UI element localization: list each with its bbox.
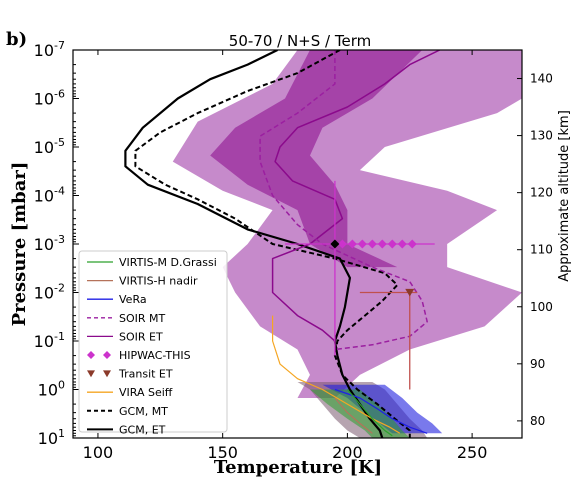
marker-hipwac-this-7 xyxy=(407,239,417,249)
x-tick-label-250: 250 xyxy=(457,443,488,462)
y-tick-label--5: 10-5 xyxy=(34,136,65,157)
series-lines xyxy=(124,50,441,438)
marker-hipwac-this-0 xyxy=(337,239,347,249)
y-tick-label-0: 100 xyxy=(38,379,65,400)
y2-tick-label-100: 100 xyxy=(530,300,553,314)
y2-tick-label-80: 80 xyxy=(530,414,545,428)
legend-marker-transit-et-b xyxy=(103,370,111,378)
y-tick-label--6: 10-6 xyxy=(34,88,65,109)
y-tick-label--1: 10-1 xyxy=(34,330,65,351)
legend-label-transit-et: Transit ET xyxy=(118,368,173,381)
y-axis-label: Pressure [mbar] xyxy=(9,162,30,327)
series-line-soir-et xyxy=(271,50,441,342)
series-line-virtis-m-d-grassi xyxy=(346,389,393,437)
x-tick-label-150: 150 xyxy=(207,443,238,462)
band-soir-mt-spread xyxy=(210,50,423,268)
chart-title: 50-70 / N+S / Term xyxy=(229,32,371,50)
y-tick-label--4: 10-4 xyxy=(34,185,65,206)
marker-hipwac-this-1 xyxy=(347,239,357,249)
y-tick-label--3: 10-3 xyxy=(34,233,65,254)
y2-tick-label-110: 110 xyxy=(530,243,553,257)
series-line-vera xyxy=(334,388,428,434)
x-axis: 100 150 200 250 xyxy=(83,50,488,462)
legend-label-vera: VeRa xyxy=(119,293,147,306)
y2-tick-label-90: 90 xyxy=(530,357,545,371)
series-line-virtis-h-nadir xyxy=(334,397,373,434)
marker-hipwac-this-5 xyxy=(387,239,397,249)
legend-label-gcm-et: GCM, ET xyxy=(119,423,166,436)
legend-box xyxy=(78,250,228,433)
legend-label-virtis-h-nadir: VIRTIS-H nadir xyxy=(119,275,198,288)
x-tick-label-200: 200 xyxy=(332,443,363,462)
marker-hipwac-this-2 xyxy=(357,239,367,249)
y2-axis-label: Approximate altitude [km] xyxy=(557,110,572,282)
x-tick-label-100: 100 xyxy=(83,443,114,462)
legend-label-gcm-mt: GCM, MT xyxy=(119,405,168,418)
legend-marker-hipwac-this-a xyxy=(87,351,95,359)
legend-label-hipwac-this: HIPWAC-THIS xyxy=(119,349,191,362)
legend-label-soir-et: SOIR ET xyxy=(119,330,163,343)
y-axis: 10-7 10-6 10-5 10-4 10-3 10-2 10-1 100 101 xyxy=(34,39,79,448)
y2-axis: 80 90 100 110 120 130 140 xyxy=(517,72,553,428)
y2-tick-label-140: 140 xyxy=(530,72,553,86)
series-markers xyxy=(285,180,435,390)
x-axis-label: Temperature [K] xyxy=(214,457,382,478)
legend: VIRTIS-M D.Grassi VIRTIS-H nadir VeRa SOIR … xyxy=(78,250,228,436)
uncertainty-bands xyxy=(172,50,522,438)
marker-hipwac-this-3 xyxy=(367,239,377,249)
marker-hipwac-this-mean-0 xyxy=(330,239,340,249)
legend-label-virtis-m-d-grassi: VIRTIS-M D.Grassi xyxy=(119,256,217,269)
y-tick-label-1: 101 xyxy=(38,427,65,448)
legend-marker-hipwac-this-b xyxy=(103,351,111,359)
panel-label: b) xyxy=(6,29,27,50)
series-line-gcm-mt xyxy=(134,50,411,438)
plot-area xyxy=(124,50,522,438)
series-line-gcm-et xyxy=(124,50,384,438)
y-tick-label--7: 10-7 xyxy=(34,39,65,60)
y2-tick-label-130: 130 xyxy=(530,129,553,143)
y2-tick-label-120: 120 xyxy=(530,186,553,200)
legend-marker-transit-et-a xyxy=(87,370,95,378)
y-tick-label--2: 10-2 xyxy=(34,282,65,303)
marker-hipwac-this-6 xyxy=(397,239,407,249)
band-virtis-m-spread xyxy=(309,389,410,438)
marker-transit-et-0 xyxy=(405,288,415,297)
band-soir-et-spread xyxy=(172,50,522,399)
series-line-vira-seiff xyxy=(272,315,401,434)
legend-label-soir-mt: SOIR MT xyxy=(119,312,166,325)
marker-hipwac-this-4 xyxy=(377,239,387,249)
legend-label-vira-seiff: VIRA Seiff xyxy=(119,386,173,399)
